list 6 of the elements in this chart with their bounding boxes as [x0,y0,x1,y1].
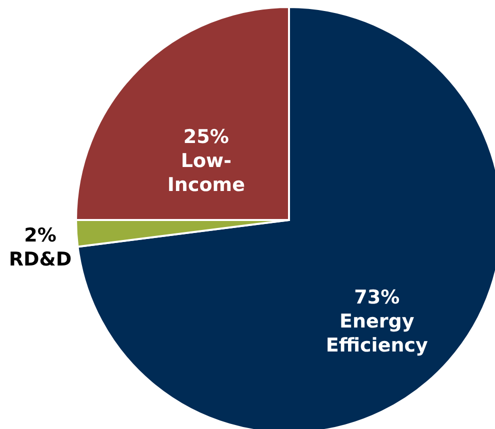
slice-label: RD&D [8,248,72,271]
data-label: 73% [354,286,400,308]
data-label: 2% [24,224,56,247]
slice-label: Energy Efficiency [326,310,428,356]
data-label: 25% [183,126,229,148]
slice-label: Low-Income [167,150,245,196]
